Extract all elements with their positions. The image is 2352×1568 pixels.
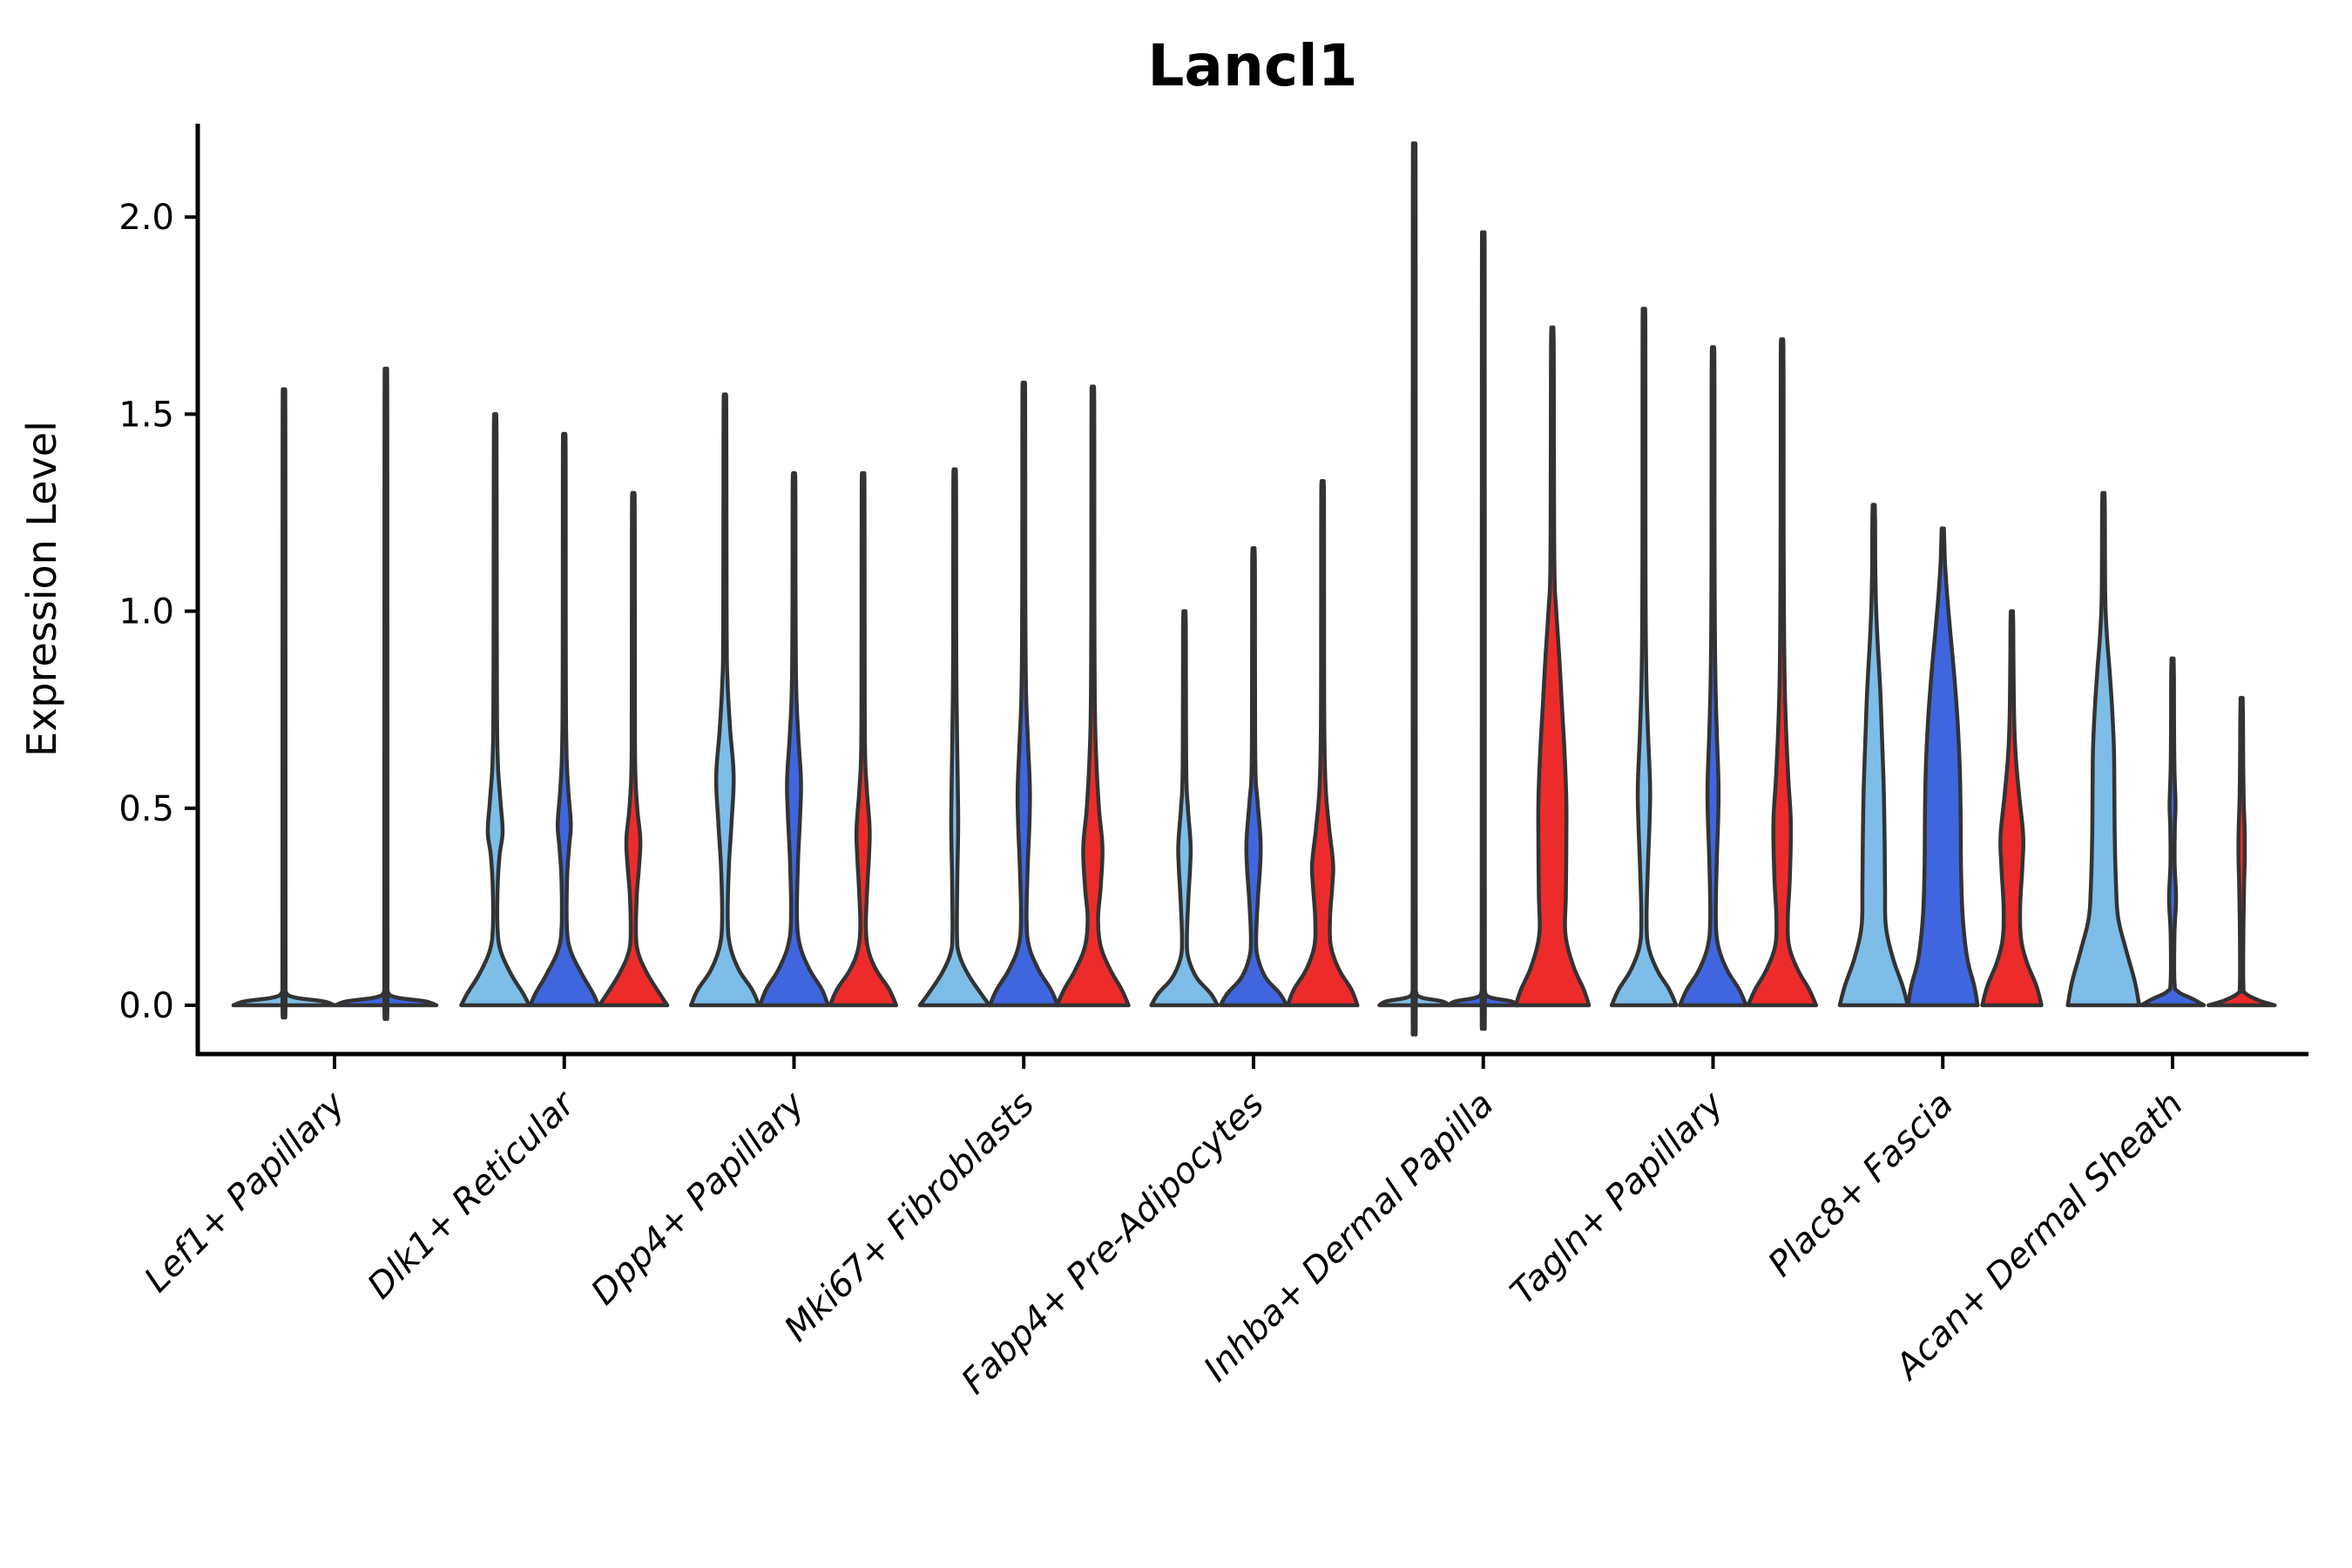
violin-acan-s2: [2207, 695, 2277, 1008]
violin-tagln-s2: [1746, 337, 1819, 1008]
violin-acan-s1: [2139, 656, 2207, 1008]
x-tick-label: Mki67+ Fibroblasts: [777, 1085, 1043, 1350]
y-tick-label: 0.5: [118, 789, 174, 829]
violin-dlk1-s2: [597, 490, 670, 1008]
y-tick-label: 0.0: [118, 986, 174, 1026]
x-tick-label: Dpp4+ Papillary: [584, 1084, 813, 1313]
y-tick-label: 2.0: [118, 198, 174, 238]
violin-plac8-s2: [1980, 609, 2044, 1008]
violin-dpp4-s1: [758, 471, 830, 1008]
x-tick-label: Lef1+ Papillary: [137, 1084, 354, 1301]
violin-inhba-s1: [1446, 230, 1520, 1031]
x-tick-label: Plac8+ Fascia: [1761, 1085, 1961, 1285]
violins-layer: [231, 141, 2277, 1037]
y-tick-label: 1.5: [118, 395, 174, 435]
violin-dlk1-s0: [459, 412, 531, 1008]
violin-acan-s0: [2065, 490, 2141, 1008]
violin-inhba-s0: [1377, 141, 1451, 1037]
violin-dpp4-s0: [688, 392, 761, 1008]
axes-layer: 0.0 0.5 1.0 1.5 2.0 Lef1+ Papillary Dlk1+ Reti…: [118, 124, 2308, 1402]
violin-dlk1-s1: [528, 431, 600, 1008]
violin-fabp4-s2: [1286, 479, 1360, 1008]
y-axis-label: Expression Level: [18, 421, 65, 757]
violin-mki67-s0: [917, 467, 992, 1008]
violin-mki67-s1: [988, 380, 1060, 1008]
x-tick-label: Tagln+ Papillary: [1503, 1084, 1732, 1313]
violin-tagln-s1: [1678, 345, 1748, 1008]
violin-fabp4-s0: [1149, 609, 1220, 1008]
violin-tagln-s0: [1609, 307, 1679, 1008]
violin-mki67-s2: [1055, 384, 1131, 1008]
violin-plac8-s0: [1837, 503, 1910, 1008]
violin-lef1-s0: [231, 387, 337, 1020]
violin-lef1-s1: [333, 366, 439, 1022]
violin-dpp4-s2: [828, 470, 899, 1008]
y-tick-label: 1.0: [118, 592, 174, 632]
violin-plac8-s1: [1906, 526, 1980, 1008]
x-tick-label: Dlk1+ Reticular: [360, 1083, 584, 1307]
chart-title: Lancl1: [1147, 32, 1357, 99]
violin-inhba-s2: [1513, 325, 1592, 1008]
violin-fabp4-s1: [1218, 545, 1289, 1008]
